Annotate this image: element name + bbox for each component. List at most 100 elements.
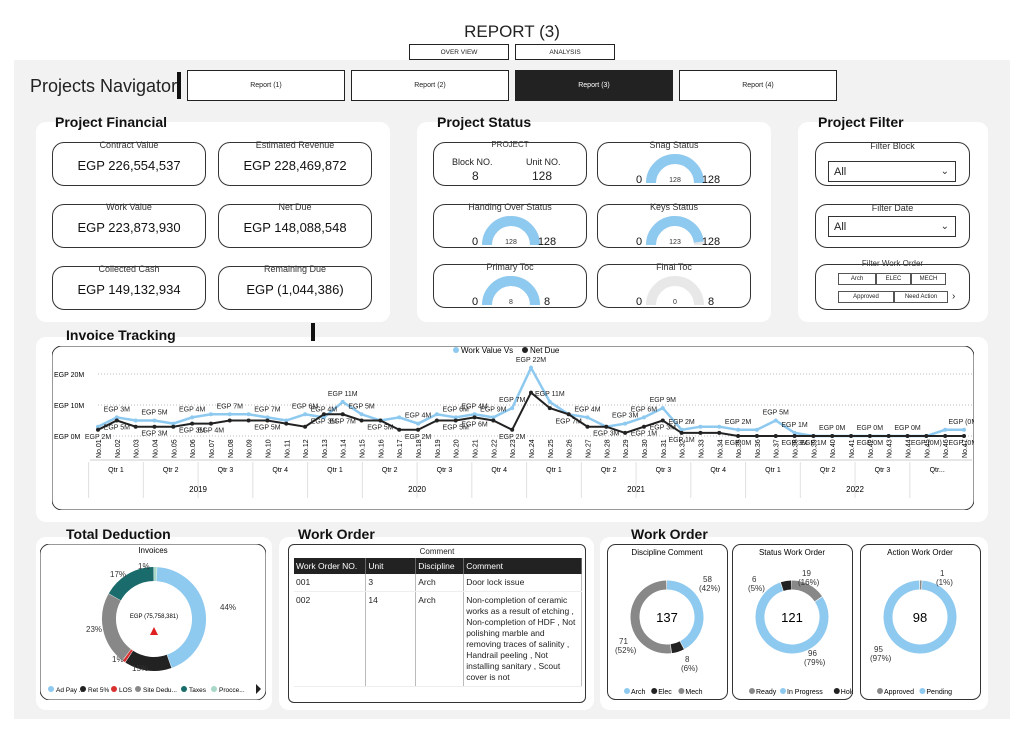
- data-point: [321, 415, 326, 420]
- data-label: EGP 3M: [612, 413, 638, 420]
- filter-date-select[interactable]: All ⌄: [828, 216, 956, 237]
- quarter-label: Qtr 1: [327, 467, 343, 474]
- data-point: [96, 427, 100, 432]
- card-label: Net Due: [278, 202, 312, 212]
- data-point: [472, 412, 477, 417]
- gauge-label: Final Toc: [656, 262, 692, 272]
- page-title: REPORT (3): [464, 22, 560, 41]
- chart-frame: [40, 544, 266, 700]
- column-header[interactable]: Comment: [463, 558, 582, 574]
- data-label: EGP 0M: [857, 425, 883, 432]
- legend-label: Taxes: [189, 687, 207, 694]
- x-tick-label: No.17: [397, 439, 404, 458]
- x-tick-label: No.25: [548, 439, 555, 458]
- data-point: [660, 418, 665, 423]
- report-1-button[interactable]: Report (1): [187, 70, 345, 101]
- slice-label: (6%): [681, 664, 698, 673]
- data-label: EGP 3M: [650, 425, 676, 432]
- donut-slice: [780, 580, 792, 591]
- x-tick-label: No.44: [906, 439, 913, 458]
- data-point: [152, 424, 157, 429]
- gauge-min: 0: [472, 236, 478, 248]
- chip-arch[interactable]: Arch: [838, 273, 876, 285]
- table-row[interactable]: 002 14 Arch Non-completion of ceramic works…: [294, 591, 582, 687]
- data-label: EGP 5M: [141, 410, 167, 417]
- x-tick-label: No.22: [491, 439, 498, 458]
- gauge-label: Keys Status: [649, 202, 699, 212]
- data-point: [227, 418, 232, 423]
- data-point: [303, 424, 308, 429]
- data-point: [510, 427, 515, 432]
- table: Work Order NO. Unit Discipline Comment 001 3 A…: [294, 558, 582, 687]
- quarter-label: Qtr 3: [656, 467, 672, 474]
- data-point: [378, 418, 383, 423]
- data-label: EGP 11M: [328, 391, 358, 398]
- data-label: EGP 3M: [141, 431, 167, 438]
- gauge-svg: 128 0 128: [472, 216, 556, 248]
- chevron-right-icon[interactable]: ›: [952, 291, 956, 302]
- quarter-label: Qtr 1: [108, 467, 124, 474]
- data-point: [303, 412, 308, 417]
- table-cell: 14: [365, 591, 417, 687]
- gauge-label: Snag Status: [649, 140, 699, 150]
- data-label: EGP 0M: [725, 440, 751, 447]
- filter-block-select[interactable]: All ⌄: [828, 161, 956, 182]
- x-tick-label: No.33: [698, 439, 705, 458]
- y-tick-label: EGP 20M: [54, 372, 84, 379]
- analysis-button[interactable]: ANALYSIS: [515, 44, 615, 60]
- select-value: All: [834, 221, 847, 233]
- column-header[interactable]: Unit: [365, 558, 417, 574]
- table-row[interactable]: 001 3 Arch Door lock issue: [294, 574, 582, 592]
- report-4-button[interactable]: Report (4): [679, 70, 837, 101]
- legend-marker: [678, 688, 685, 694]
- x-tick-label: No.21: [473, 439, 480, 458]
- collected-cash-card: Collected Cash EGP 149,132,934: [52, 264, 206, 310]
- project-label: PROJECT: [491, 140, 529, 149]
- x-tick-label: No.34: [717, 439, 724, 458]
- legend-label: Net Due: [530, 346, 560, 355]
- data-point: [773, 434, 778, 438]
- contract-value-card: Contract Value EGP 226,554,537: [52, 140, 206, 186]
- report-2-button[interactable]: Report (2): [351, 70, 509, 101]
- net-due-card: Net Due EGP 148,088,548: [218, 202, 372, 248]
- donut-total: 121: [781, 610, 803, 625]
- card-label: Contract Value: [99, 140, 159, 150]
- gauge-fill: [646, 154, 704, 184]
- data-label: EGP 5M: [104, 425, 130, 432]
- card-value: EGP 226,554,537: [77, 158, 181, 173]
- column-header[interactable]: Discipline: [415, 558, 465, 574]
- x-tick-label: No.27: [585, 439, 592, 458]
- data-point: [416, 421, 421, 426]
- chip-need-action[interactable]: Need Action: [894, 291, 948, 303]
- data-point: [547, 399, 552, 404]
- report-3-button[interactable]: Report (3): [515, 70, 673, 101]
- donut-slice: [755, 582, 829, 654]
- filter-title: Project Filter: [818, 114, 904, 130]
- data-point: [679, 430, 684, 435]
- work-value-card: Work Value EGP 223,873,930: [52, 202, 206, 248]
- overview-button[interactable]: OVER VIEW: [409, 44, 509, 60]
- data-point: [133, 424, 138, 429]
- work-order-table: Work Order NO. Unit Discipline Comment 001 3 A…: [294, 558, 582, 687]
- x-tick-label: No.14: [341, 439, 348, 458]
- legend-label: Ready: [756, 689, 777, 696]
- data-label: EGP (0M): [911, 440, 942, 447]
- legend-label: Work Value Vs: [461, 346, 513, 355]
- chip-elec[interactable]: ELEC: [876, 273, 911, 285]
- legend-marker: [80, 686, 86, 692]
- chart-title: Status Work Order: [759, 548, 825, 557]
- column-header[interactable]: Work Order NO.: [294, 558, 367, 574]
- quarter-label: Qtr...: [930, 467, 945, 474]
- chip-approved[interactable]: Approved: [838, 291, 894, 303]
- legend-label: Approved: [884, 689, 914, 696]
- data-point: [96, 424, 100, 429]
- deduction-title: Total Deduction: [66, 526, 171, 542]
- quarter-label: Qtr 3: [218, 467, 234, 474]
- slice-label: 1%: [112, 655, 124, 664]
- quarter-label: Qtr 4: [710, 467, 726, 474]
- data-point: [397, 427, 402, 432]
- data-label: EGP 9M: [480, 406, 506, 413]
- data-label: EGP 3M: [179, 428, 205, 435]
- chip-mech[interactable]: MECH: [911, 273, 946, 285]
- data-label: EGP (0M): [949, 440, 975, 447]
